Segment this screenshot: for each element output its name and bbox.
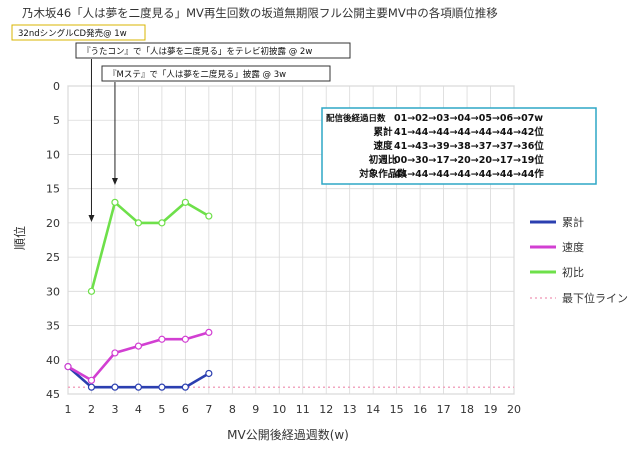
x-tick-labels: 1 2 3 4 5 6 7 8 9 10 11 12 13 14 15 16 17 18 19 20	[65, 403, 522, 416]
series-point	[158, 335, 166, 343]
x-tick-label: 16	[413, 403, 427, 416]
info-table-value: 01→02→03→04→05→06→07w	[394, 113, 543, 124]
x-tick-label: 3	[111, 403, 118, 416]
y-axis-label: 順位	[12, 226, 27, 250]
y-tick-label: 20	[46, 217, 60, 230]
series-line-2	[90, 201, 210, 292]
legend-label: 累計	[562, 215, 584, 229]
series-layer	[64, 198, 213, 391]
y-tick-labels: 0 5 10 15 20 25 30 35 40 45	[46, 80, 60, 401]
series-point	[134, 342, 143, 350]
y-tick-label: 0	[53, 80, 60, 93]
x-tick-label: 20	[507, 403, 521, 416]
annotation-box	[101, 65, 331, 82]
series-point	[158, 383, 166, 391]
info-table-label: 速度	[373, 140, 393, 152]
series-point	[111, 349, 119, 357]
annotation-box	[75, 42, 351, 59]
grid	[67, 85, 515, 395]
x-axis-label: MV公開後経過週数(w)	[227, 427, 349, 442]
y-tick-label: 10	[46, 148, 60, 161]
annotation-text: 『Mステ』で「人は夢を二度見る」披露 @ 3w	[108, 69, 286, 80]
annotation-layer: 32ndシングルCD発売@ 1w 『うたコン』で「人は夢を二度見る」をテレビ初披露…	[11, 24, 351, 222]
series-point	[64, 363, 72, 371]
series-point	[134, 383, 143, 391]
y-tick-label: 45	[46, 388, 60, 401]
info-table-label: 初週比	[369, 154, 398, 166]
annotation-text: 『うたコン』で「人は夢を二度見る」をテレビ初披露 @ 2w	[82, 46, 312, 57]
x-tick-label: 12	[319, 403, 333, 416]
y-tick-label: 40	[46, 354, 60, 367]
series-point	[111, 383, 119, 391]
x-tick-label: 19	[484, 403, 498, 416]
y-tick-label: 5	[53, 114, 60, 127]
series-point	[181, 335, 189, 343]
x-tick-label: 17	[437, 403, 451, 416]
x-tick-label: 1	[65, 403, 72, 416]
series-point	[87, 376, 96, 384]
annotation-arrowhead	[88, 215, 95, 222]
series-point	[205, 328, 213, 336]
x-tick-label: 14	[366, 403, 380, 416]
y-tick-label: 35	[46, 320, 60, 333]
series-point	[134, 219, 143, 227]
series-point	[158, 219, 166, 227]
y-tick-label: 15	[46, 183, 60, 196]
x-tick-label: 9	[252, 403, 259, 416]
series-point	[111, 198, 119, 206]
x-tick-label: 15	[390, 403, 404, 416]
annotation-box	[11, 24, 146, 41]
x-tick-label: 4	[135, 403, 142, 416]
x-tick-label: 10	[272, 403, 286, 416]
annotation-text: 32ndシングルCD発売@ 1w	[18, 28, 127, 39]
x-tick-label: 18	[460, 403, 474, 416]
series-point	[181, 383, 189, 391]
info-table-box	[321, 107, 597, 185]
info-table-label: 配信後経過日数	[326, 113, 386, 124]
chart-title: 乃木坂46「人は夢を二度見る」MV再生回数の坂道無期限フル公開主要MV中の各項順…	[22, 6, 498, 20]
info-table-label: 対象作品数	[358, 168, 407, 180]
y-tick-label: 25	[46, 251, 60, 264]
x-tick-label: 8	[229, 403, 236, 416]
x-tick-label: 11	[296, 403, 310, 416]
legend-label: 最下位ライン	[562, 291, 628, 305]
x-tick-label: 5	[158, 403, 165, 416]
series-point	[87, 383, 96, 391]
series-point	[87, 287, 96, 295]
info-table-value: 00→30→17→20→20→17→19位	[394, 154, 544, 166]
x-tick-label: 7	[205, 403, 212, 416]
info-table-value: 44→44→44→44→44→44→44作	[394, 168, 544, 180]
y-tick-label: 30	[46, 285, 60, 298]
x-tick-label: 2	[88, 403, 95, 416]
info-table-value: 41→43→39→38→37→37→36位	[394, 140, 544, 152]
legend-label: 速度	[562, 240, 584, 254]
series-point	[205, 369, 213, 378]
info-table-label: 累計	[373, 126, 393, 138]
x-tick-label: 6	[182, 403, 189, 416]
series-point	[205, 212, 213, 220]
x-tick-label: 13	[343, 403, 357, 416]
info-table-value: 41→44→44→44→44→44→42位	[394, 126, 544, 138]
legend-label: 初比	[562, 265, 584, 279]
annotation-arrowhead	[111, 178, 118, 185]
series-point	[181, 198, 189, 206]
